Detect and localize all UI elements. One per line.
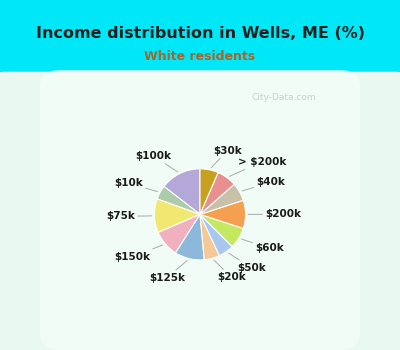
Text: $10k: $10k — [114, 178, 158, 192]
Wedge shape — [154, 199, 200, 232]
Text: > $200k: > $200k — [229, 157, 287, 176]
Text: $30k: $30k — [211, 146, 242, 168]
Wedge shape — [200, 214, 220, 260]
Text: $150k: $150k — [114, 245, 163, 262]
Wedge shape — [157, 187, 200, 214]
Text: $60k: $60k — [242, 239, 284, 253]
Wedge shape — [158, 214, 200, 253]
Wedge shape — [200, 169, 218, 214]
Text: Income distribution in Wells, ME (%): Income distribution in Wells, ME (%) — [36, 26, 364, 41]
FancyBboxPatch shape — [40, 70, 360, 350]
Text: $200k: $200k — [248, 209, 301, 219]
Text: $125k: $125k — [149, 260, 187, 283]
Wedge shape — [200, 214, 243, 247]
Text: $100k: $100k — [135, 151, 178, 172]
FancyBboxPatch shape — [0, 72, 400, 350]
Wedge shape — [200, 200, 246, 229]
Wedge shape — [200, 214, 232, 256]
Wedge shape — [164, 169, 200, 214]
Wedge shape — [176, 214, 204, 260]
Wedge shape — [200, 184, 243, 214]
Text: $20k: $20k — [214, 260, 246, 282]
Wedge shape — [200, 173, 234, 214]
Text: $75k: $75k — [106, 211, 152, 222]
Text: $50k: $50k — [228, 253, 266, 273]
Bar — [0, 0, 400, 82]
Text: City-Data.com: City-Data.com — [252, 93, 316, 103]
Text: White residents: White residents — [144, 49, 256, 63]
Text: $40k: $40k — [242, 177, 286, 191]
